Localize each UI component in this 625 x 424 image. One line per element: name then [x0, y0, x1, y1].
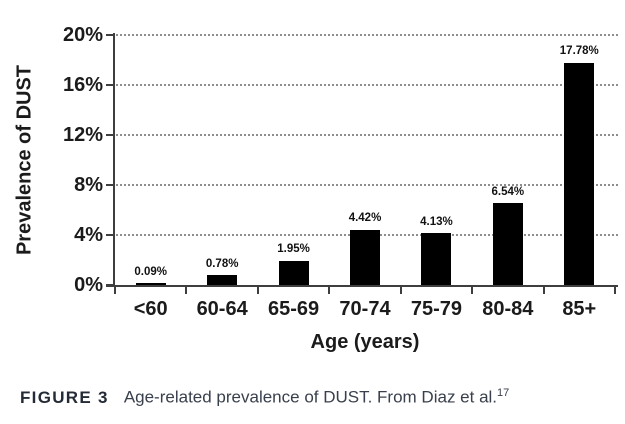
- x-tick-label: 65-69: [267, 298, 320, 320]
- x-tick-mark: [542, 287, 545, 294]
- x-tick-label: 85+: [562, 298, 597, 320]
- x-tick-mark: [471, 287, 474, 294]
- gridline: [116, 184, 618, 186]
- y-tick-label: 20%: [62, 24, 103, 46]
- x-tick-label: <60: [133, 298, 168, 320]
- y-tick-mark: [106, 284, 114, 286]
- x-tick-mark: [185, 287, 188, 294]
- y-tick-label: 4%: [74, 224, 103, 246]
- bar-value-label: 6.54%: [491, 185, 525, 198]
- x-tick-label: 60-64: [196, 298, 248, 320]
- y-axis-line: [113, 33, 115, 287]
- plot-area: 0% 4% 8% 12% 16% 20% 0.09% <60 0.78% 60-64 1.95% 65…: [63, 25, 618, 319]
- bar: [564, 62, 595, 285]
- y-tick-mark: [106, 34, 114, 36]
- gridline: [116, 34, 618, 36]
- bar-value-label: 4.42%: [348, 212, 382, 225]
- x-tick-mark: [614, 287, 616, 294]
- x-tick-mark: [256, 287, 259, 294]
- y-tick-label: 16%: [62, 74, 103, 96]
- bar: [350, 229, 380, 285]
- bar: [421, 233, 452, 285]
- y-axis-title-text: Prevalence of DUST: [13, 64, 36, 256]
- y-tick-mark: [106, 184, 114, 186]
- bar: [135, 283, 166, 285]
- x-axis-title: Age (years): [310, 331, 420, 353]
- x-tick-mark: [399, 287, 402, 294]
- x-tick-label: 75-79: [410, 298, 462, 320]
- y-tick-mark: [106, 84, 114, 86]
- figure-caption: FIGURE 3 Age-related prevalence of DUST. …: [20, 387, 509, 408]
- x-axis-line: [106, 285, 618, 287]
- figure-caption-label: FIGURE 3: [20, 387, 109, 407]
- y-tick-label: 12%: [62, 124, 103, 146]
- gridline: [116, 134, 618, 136]
- bar: [207, 275, 238, 285]
- x-tick-mark: [114, 287, 116, 294]
- y-tick-mark: [106, 134, 114, 136]
- bar: [278, 260, 309, 285]
- y-tick-label: 0%: [74, 274, 103, 296]
- bar-value-label: 0.09%: [134, 266, 168, 279]
- bar-value-label: 0.78%: [205, 257, 239, 270]
- bar: [492, 203, 523, 285]
- gridline: [116, 84, 618, 86]
- x-tick-label: 80-84: [482, 298, 534, 320]
- y-tick-mark: [106, 234, 114, 236]
- bar-chart: Prevalence of DUST 0% 4% 8% 12% 16% 20% 0.09% <…: [13, 25, 618, 353]
- bar-value-label: 4.13%: [420, 215, 453, 228]
- bar-value-label: 1.95%: [277, 243, 310, 256]
- figure-caption-reference: 17: [497, 387, 510, 399]
- figure-caption-text: Age-related prevalence of DUST. From Dia…: [123, 387, 498, 407]
- x-tick-mark: [328, 287, 331, 294]
- bar-value-label: 17.78%: [559, 45, 599, 58]
- y-tick-label: 8%: [74, 174, 103, 196]
- x-tick-label: 70-74: [339, 298, 391, 320]
